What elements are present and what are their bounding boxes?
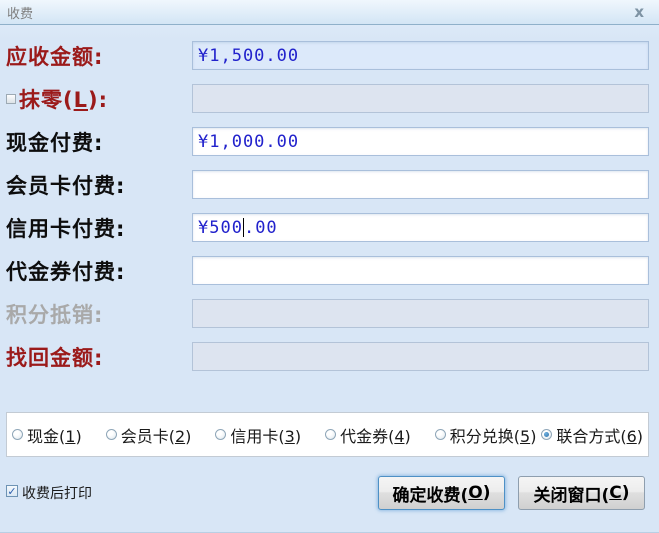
close-window-button[interactable]: 关闭窗口(C)	[518, 476, 645, 510]
credit-card-payment-field[interactable]: ¥500.00	[192, 213, 649, 242]
window-title: 收费	[7, 6, 34, 22]
round-off-field	[192, 84, 649, 113]
amount-due-field: ¥1,500.00	[192, 41, 649, 70]
form-row: 抹零(L):	[6, 77, 649, 120]
payment-mode-label: 代金券(4)	[340, 426, 411, 446]
form-row: 现金付费: ¥1,000.00	[6, 120, 649, 163]
radio-icon	[434, 429, 446, 440]
change-amount-field	[192, 342, 649, 371]
radio-icon	[325, 429, 337, 440]
payment-mode-member-card[interactable]: 会员卡(2)	[105, 423, 192, 447]
points-offset-field	[192, 299, 649, 328]
confirm-charge-button[interactable]: 确定收费(O)	[378, 476, 505, 510]
cash-payment-label: 现金付费:	[6, 130, 104, 155]
round-off-label: 抹零(L):	[19, 87, 108, 112]
payment-mode-credit-card[interactable]: 信用卡(3)	[215, 423, 301, 447]
payment-mode-label: 现金(1)	[27, 426, 82, 446]
form-row: 信用卡付费: ¥500.00	[6, 206, 649, 249]
action-buttons: 确定收费(O) 关闭窗口(C)	[378, 476, 645, 510]
close-icon[interactable]: x	[634, 3, 644, 21]
payment-mode-panel: 现金(1) 会员卡(2) 信用卡(3) 代金券(4) 积分兑换(5) 联合方式(…	[6, 412, 649, 457]
payment-mode-label: 联合方式(6)	[556, 426, 643, 446]
check-icon: ✓	[7, 484, 17, 498]
voucher-payment-field[interactable]	[192, 256, 649, 285]
credit-card-payment-label: 信用卡付费:	[6, 216, 126, 241]
form-row: 应收金额: ¥1,500.00	[6, 34, 649, 77]
payment-mode-combined[interactable]: 联合方式(6)	[541, 423, 643, 447]
fee-form: 应收金额: ¥1,500.00 抹零(L): 现金付费: ¥1,000.00	[0, 25, 659, 378]
radio-icon	[105, 429, 117, 440]
member-card-payment-label: 会员卡付费:	[6, 173, 126, 198]
payment-mode-label: 信用卡(3)	[230, 426, 302, 446]
radio-selected-icon	[541, 429, 553, 440]
round-off-checkbox[interactable]	[6, 93, 16, 104]
amount-due-label: 应收金额:	[6, 44, 104, 69]
radio-icon	[215, 429, 227, 440]
print-after-charge-label: 收费后打印	[22, 486, 92, 502]
radio-icon	[12, 429, 23, 440]
footer: ✓ 收费后打印 确定收费(O) 关闭窗口(C)	[0, 473, 659, 513]
change-amount-label: 找回金额:	[6, 345, 104, 370]
text-caret	[242, 218, 244, 237]
form-row: 积分抵销:	[6, 292, 649, 335]
form-row: 代金券付费:	[6, 249, 649, 292]
member-card-payment-field[interactable]	[192, 170, 649, 199]
print-after-charge-checkbox[interactable]: ✓ 收费后打印	[6, 483, 92, 503]
voucher-payment-label: 代金券付费:	[6, 259, 126, 284]
form-row: 会员卡付费:	[6, 163, 649, 206]
form-row: 找回金额:	[6, 335, 649, 378]
payment-mode-cash[interactable]: 现金(1)	[12, 423, 82, 447]
cash-payment-field[interactable]: ¥1,000.00	[192, 127, 649, 156]
payment-mode-points[interactable]: 积分兑换(5)	[434, 423, 537, 447]
payment-mode-label: 积分兑换(5)	[449, 426, 537, 446]
payment-mode-voucher[interactable]: 代金券(4)	[325, 423, 411, 447]
checked-checkbox-icon: ✓	[6, 485, 18, 497]
title-bar: 收费 x	[0, 0, 659, 25]
payment-mode-label: 会员卡(2)	[120, 426, 192, 446]
points-offset-label: 积分抵销:	[6, 302, 104, 327]
